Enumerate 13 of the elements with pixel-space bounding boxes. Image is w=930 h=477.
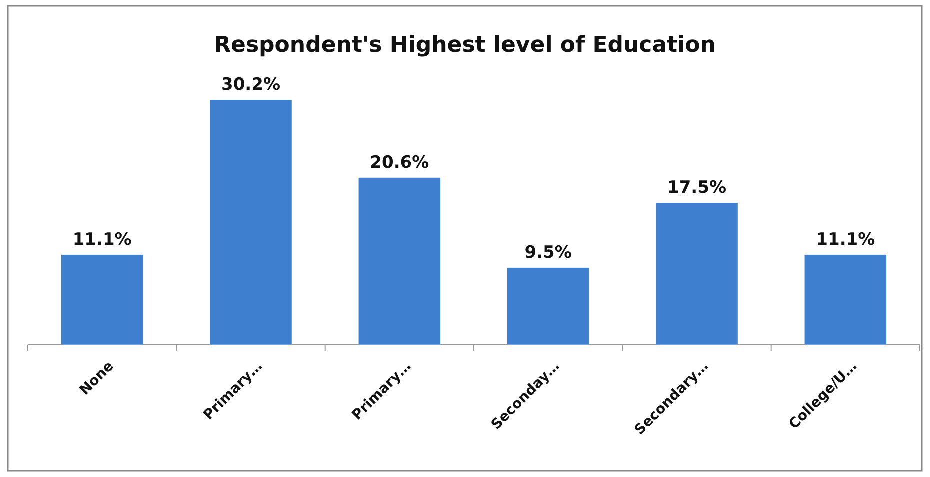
- bar: [61, 254, 144, 345]
- data-label: 20.6%: [370, 152, 430, 173]
- bar: [210, 100, 292, 345]
- data-label: 17.5%: [668, 178, 726, 198]
- bar: [507, 268, 590, 345]
- data-label: 30.2%: [222, 75, 280, 95]
- data-label: 11.1%: [72, 230, 132, 250]
- bar: [804, 254, 887, 345]
- data-label: 9.5%: [524, 242, 572, 263]
- data-label: 11.1%: [816, 230, 876, 250]
- bar: [358, 178, 441, 345]
- bar: [656, 203, 738, 345]
- chart-title: Respondent's Highest level of Education: [214, 33, 716, 58]
